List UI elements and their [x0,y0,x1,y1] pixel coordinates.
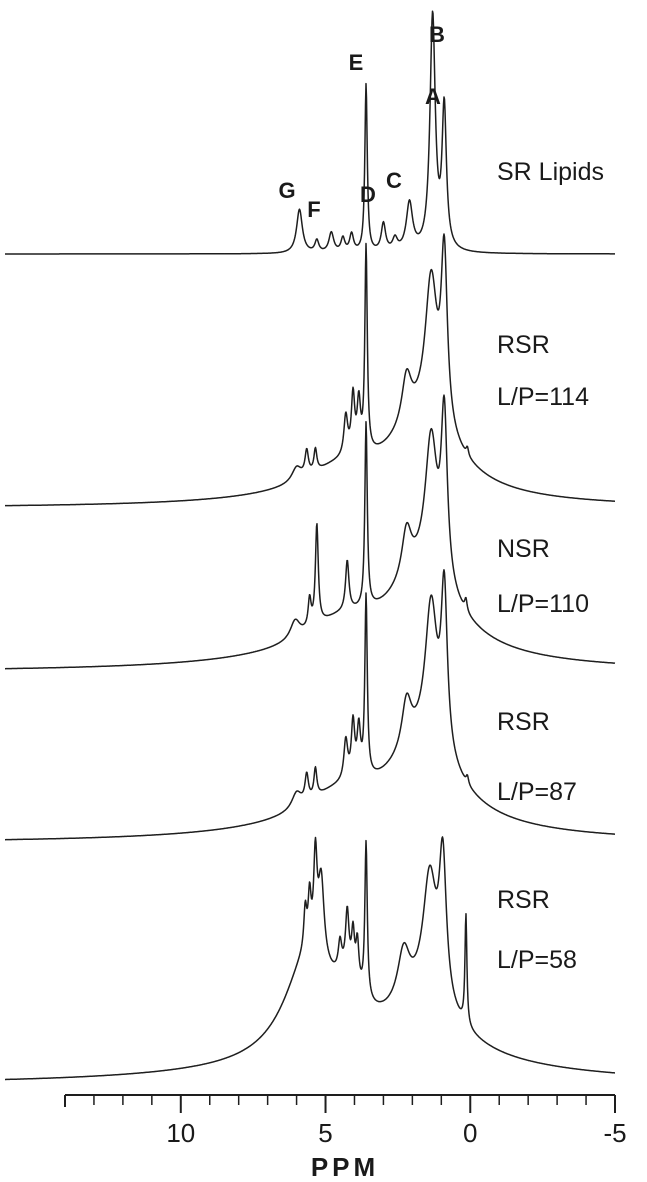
peak-label-c: C [386,168,402,193]
peak-label-g: G [278,178,295,203]
spectrum-traces [4,10,616,1081]
peak-label-b: B [429,22,445,47]
peak-label-e: E [349,50,364,75]
trace-label-3-line-1: NSR [497,535,550,563]
x-tick-label: 0 [463,1118,477,1148]
x-tick-label: 5 [318,1118,332,1148]
x-axis-ticks [64,1095,616,1113]
spectrum-trace-1 [4,10,616,255]
trace-label-2-line-2: L/P=114 [497,383,589,411]
trace-labels: SR Lipids RSR L/P=114 NSR L/P=110 RSR L/P=87 RS… [497,158,604,974]
spectrum-trace-4 [4,569,616,841]
trace-label-5-line-2: L/P=58 [497,946,577,974]
trace-label-4-line-2: L/P=87 [497,778,577,806]
peak-label-f: F [307,197,320,222]
x-axis-tick-labels: 10 5 0 -5 [166,1118,626,1148]
peak-labels: A B CD E FG [278,22,445,222]
trace-label-1-line-1: SR Lipids [497,158,604,186]
trace-label-5-line-1: RSR [497,886,550,914]
spectrum-trace-5 [4,836,616,1081]
spectrum-trace-2 [4,233,616,507]
spectrum-trace-3 [4,394,616,670]
x-tick-label: 10 [166,1118,195,1148]
peak-label-a: A [425,84,441,109]
x-axis-title: PPM [311,1152,379,1182]
peak-label-d: D [360,182,376,207]
trace-label-3-line-2: L/P=110 [497,590,589,618]
trace-label-4-line-1: RSR [497,708,550,736]
trace-label-2-line-1: RSR [497,331,550,359]
x-tick-label: -5 [603,1118,626,1148]
x-axis: 10 5 0 -5 PPM [64,1094,627,1182]
